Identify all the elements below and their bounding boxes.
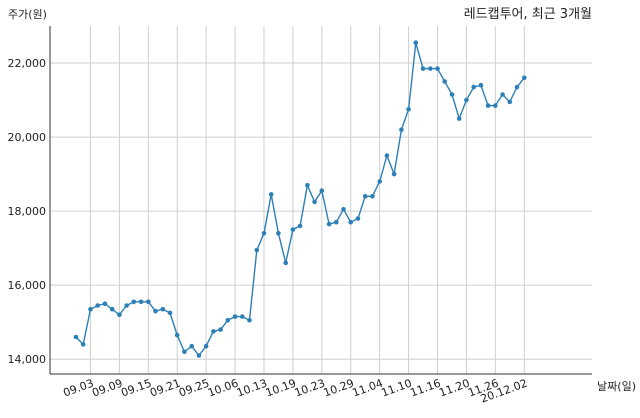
data-point	[522, 75, 527, 81]
data-point	[261, 231, 267, 236]
data-point	[88, 306, 93, 312]
data-point	[182, 349, 187, 355]
data-point	[117, 312, 122, 318]
data-point	[406, 107, 411, 112]
data-point	[189, 343, 194, 349]
data-point	[283, 260, 289, 266]
data-point	[247, 318, 252, 323]
data-point	[478, 82, 484, 88]
data-point	[362, 194, 368, 199]
y-tick-label: 14,000	[8, 353, 47, 366]
axes	[49, 26, 592, 375]
data-point	[435, 66, 440, 71]
data-point	[384, 153, 390, 158]
y-tick-label: 18,000	[8, 205, 47, 218]
y-tick-label: 16,000	[8, 279, 47, 292]
grid	[50, 26, 592, 374]
data-point	[167, 310, 173, 316]
data-point	[174, 332, 180, 338]
data-point	[268, 192, 274, 197]
tick-labels: 14,00016,00018,00020,00022,00009.0309.09…	[8, 57, 530, 406]
data-point	[514, 84, 520, 90]
data-point	[341, 207, 346, 212]
data-point	[464, 97, 469, 103]
data-point	[399, 127, 404, 132]
data-point	[507, 99, 513, 105]
data-point	[391, 171, 397, 177]
data-point	[218, 327, 223, 332]
series	[73, 40, 527, 358]
data-point	[153, 308, 158, 314]
data-point	[312, 199, 317, 205]
data-point	[146, 299, 151, 305]
data-point	[73, 334, 79, 340]
data-point	[290, 227, 296, 232]
data-point	[442, 79, 448, 84]
series-line	[75, 42, 525, 357]
data-point	[334, 219, 339, 225]
data-point	[500, 92, 505, 97]
data-point	[124, 303, 129, 308]
data-point	[326, 221, 332, 227]
data-point	[203, 343, 209, 349]
data-point	[355, 216, 361, 221]
data-point	[348, 219, 354, 225]
data-point	[377, 179, 383, 184]
data-point	[493, 103, 498, 108]
data-point	[109, 306, 115, 312]
data-point	[225, 318, 231, 323]
data-point	[232, 314, 238, 319]
y-tick-label: 20,000	[8, 131, 47, 144]
x-axis-title: 날짜(일)	[597, 379, 636, 393]
data-point	[102, 301, 108, 307]
data-point	[428, 66, 433, 71]
data-point	[420, 66, 426, 71]
data-point	[305, 182, 310, 188]
data-point	[485, 103, 491, 108]
data-point	[449, 92, 455, 97]
data-point	[80, 342, 86, 347]
data-point	[160, 306, 166, 312]
data-point	[254, 247, 260, 253]
y-axis-title: 주가(원)	[8, 8, 47, 21]
data-point	[211, 329, 216, 334]
data-point	[471, 84, 477, 90]
data-point	[319, 188, 325, 193]
data-point	[370, 194, 375, 199]
data-point	[276, 231, 281, 236]
data-point	[456, 116, 462, 121]
data-point	[131, 299, 137, 305]
data-point	[240, 314, 245, 319]
data-point	[138, 299, 144, 305]
data-point	[196, 353, 202, 358]
data-point	[95, 303, 100, 308]
chart-title: 레드캡투어, 최근 3개월	[464, 7, 592, 22]
y-tick-label: 22,000	[8, 57, 47, 70]
data-point	[297, 223, 303, 229]
data-point	[413, 40, 419, 45]
